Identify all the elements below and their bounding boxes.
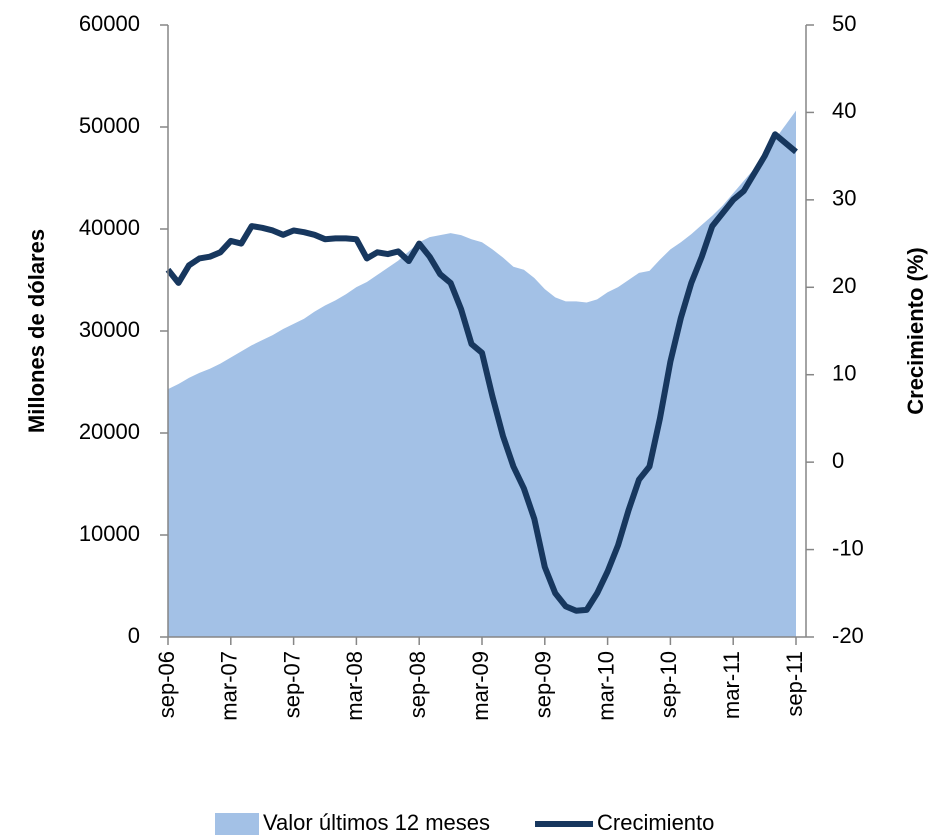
- legend-label: Valor últimos 12 meses: [263, 810, 490, 835]
- line: [165, 131, 798, 614]
- y2-tick-label: 10: [832, 361, 856, 386]
- y2-tick-label: 20: [832, 273, 856, 298]
- y-axis-label: Millones de dólares: [24, 229, 49, 433]
- area: [168, 110, 796, 638]
- y2-tick-label: -20: [832, 623, 864, 648]
- y-tick-label: 50000: [79, 113, 140, 138]
- y-tick-label: 40000: [79, 215, 140, 240]
- x-tick-label: mar-10: [593, 651, 618, 721]
- y2-tick-label: -10: [832, 535, 864, 560]
- x-tick-label: sep-11: [782, 651, 807, 717]
- y2-axis-label: Crecimiento (%): [903, 247, 928, 414]
- y2-tick-label: 0: [832, 448, 844, 473]
- y-tick-label: 30000: [79, 317, 140, 342]
- x-tick-label: mar-08: [342, 651, 367, 721]
- x-tick-label: sep-10: [656, 651, 681, 718]
- y-tick-label: 20000: [79, 419, 140, 444]
- x-tick-label: sep-08: [405, 651, 430, 718]
- x-tick-label: mar-09: [468, 651, 493, 721]
- y2-tick-label: 30: [832, 186, 856, 211]
- legend-label: Crecimiento: [597, 810, 714, 835]
- legend-swatch: [215, 813, 259, 835]
- x-tick-label: sep-06: [154, 651, 179, 718]
- y-tick-label: 10000: [79, 521, 140, 546]
- x-tick-label: mar-07: [217, 651, 242, 721]
- y2-tick-label: 40: [832, 98, 856, 123]
- x-tick-label: mar-11: [719, 651, 744, 719]
- x-tick-label: sep-09: [531, 651, 556, 718]
- y-tick-label: 60000: [79, 11, 140, 36]
- y2-tick-label: 50: [832, 11, 856, 36]
- y-tick-label: 0: [128, 623, 140, 648]
- x-tick-label: sep-07: [279, 651, 304, 718]
